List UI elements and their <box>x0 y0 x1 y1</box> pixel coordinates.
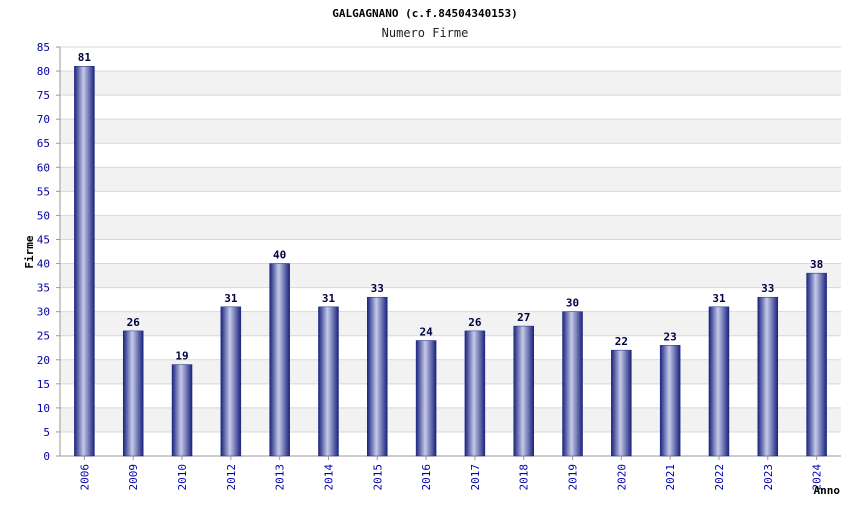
x-tick-label-2024: 2024 <box>811 464 824 491</box>
x-tick-label-2016: 2016 <box>420 464 433 491</box>
x-tick-label-2018: 2018 <box>518 464 531 491</box>
x-tick-label-2020: 2020 <box>615 464 628 491</box>
y-tick-label: 65 <box>37 137 50 150</box>
bar-2024 <box>806 272 827 457</box>
x-tick-label-2013: 2013 <box>274 464 287 491</box>
y-tick-label: 5 <box>43 426 50 439</box>
y-tick-label: 0 <box>43 450 50 463</box>
data-label-2019: 30 <box>566 297 579 310</box>
data-label-2016: 24 <box>419 326 433 339</box>
y-tick-label: 30 <box>37 306 50 319</box>
grid-band <box>60 119 841 144</box>
data-label-2022: 31 <box>712 292 726 305</box>
y-tick-label: 40 <box>37 258 50 271</box>
data-label-2012: 31 <box>224 292 238 305</box>
y-tick-label: 75 <box>37 89 50 102</box>
x-tick-label-2023: 2023 <box>762 464 775 491</box>
data-label-2009: 26 <box>127 316 141 329</box>
y-tick-label: 45 <box>37 233 50 246</box>
bar-2017 <box>464 330 486 457</box>
y-tick-label: 70 <box>37 113 50 126</box>
bar-2006 <box>74 65 95 457</box>
x-tick-labels: 2006 2009 2010 2012 2013 2014 2015 2016 2017 2018… <box>78 456 824 491</box>
data-label-2015: 33 <box>371 282 384 295</box>
y-tick-label: 10 <box>37 402 50 415</box>
y-tick-label: 80 <box>37 65 50 78</box>
data-label-2021: 23 <box>664 330 677 343</box>
grid-band <box>60 263 841 288</box>
x-tick-label-2021: 2021 <box>664 464 677 491</box>
x-tick-label-2014: 2014 <box>322 464 335 491</box>
grid-band <box>60 71 841 96</box>
y-tick-label: 85 <box>37 41 50 54</box>
bar-2019 <box>562 311 583 457</box>
x-tick-label-2015: 2015 <box>371 464 384 491</box>
grid-band <box>60 167 841 192</box>
bar-2010 <box>171 364 193 457</box>
bar-2016 <box>415 340 437 457</box>
y-axis-title: Firme <box>23 235 36 268</box>
x-tick-label-2022: 2022 <box>713 464 726 491</box>
chart-subtitle: Numero Firme <box>382 26 469 40</box>
data-label-2010: 19 <box>175 350 188 363</box>
x-tick-label-2009: 2009 <box>127 464 140 491</box>
data-labels: 81 26 19 31 40 31 33 24 26 27 30 22 23 31 33 38 <box>78 51 823 362</box>
y-tick-label: 55 <box>37 185 50 198</box>
y-tick-label: 15 <box>37 378 50 391</box>
bar-2020 <box>611 349 632 457</box>
bar-2014 <box>318 306 339 457</box>
data-label-2013: 40 <box>273 249 286 262</box>
chart-title: GALGAGNANO (c.f.84504340153) <box>332 7 517 20</box>
data-label-2024: 38 <box>810 258 823 271</box>
bar-2023 <box>757 296 779 457</box>
y-tick-labels: 0 5 10 15 20 25 30 35 40 45 50 55 60 65 70 75 80 85 <box>37 41 50 463</box>
bar-2009 <box>122 330 144 457</box>
data-label-2014: 31 <box>322 292 336 305</box>
grid-band <box>60 215 841 240</box>
x-tick-label-2006: 2006 <box>78 464 91 491</box>
bar-2015 <box>367 296 388 457</box>
data-label-2017: 26 <box>468 316 482 329</box>
x-axis-title: Anno <box>814 484 841 497</box>
bar-2012 <box>220 306 242 457</box>
y-tick-label: 25 <box>37 330 50 343</box>
x-tick-label-2019: 2019 <box>567 464 580 491</box>
data-label-2006: 81 <box>78 51 92 64</box>
y-tick-label: 20 <box>37 354 50 367</box>
bar-2013 <box>269 263 290 457</box>
x-tick-label-2017: 2017 <box>469 464 482 491</box>
data-label-2023: 33 <box>761 282 774 295</box>
y-tick-label: 60 <box>37 161 50 174</box>
y-tick-label: 50 <box>37 209 50 222</box>
data-label-2018: 27 <box>517 311 530 324</box>
x-tick-label-2010: 2010 <box>176 464 189 491</box>
bar-2022 <box>708 306 730 457</box>
bars <box>74 65 827 457</box>
bar-2021 <box>659 345 681 457</box>
x-tick-label-2012: 2012 <box>225 464 238 491</box>
data-label-2020: 22 <box>615 335 628 348</box>
y-tick-label: 35 <box>37 282 50 295</box>
bar-2018 <box>513 325 534 457</box>
